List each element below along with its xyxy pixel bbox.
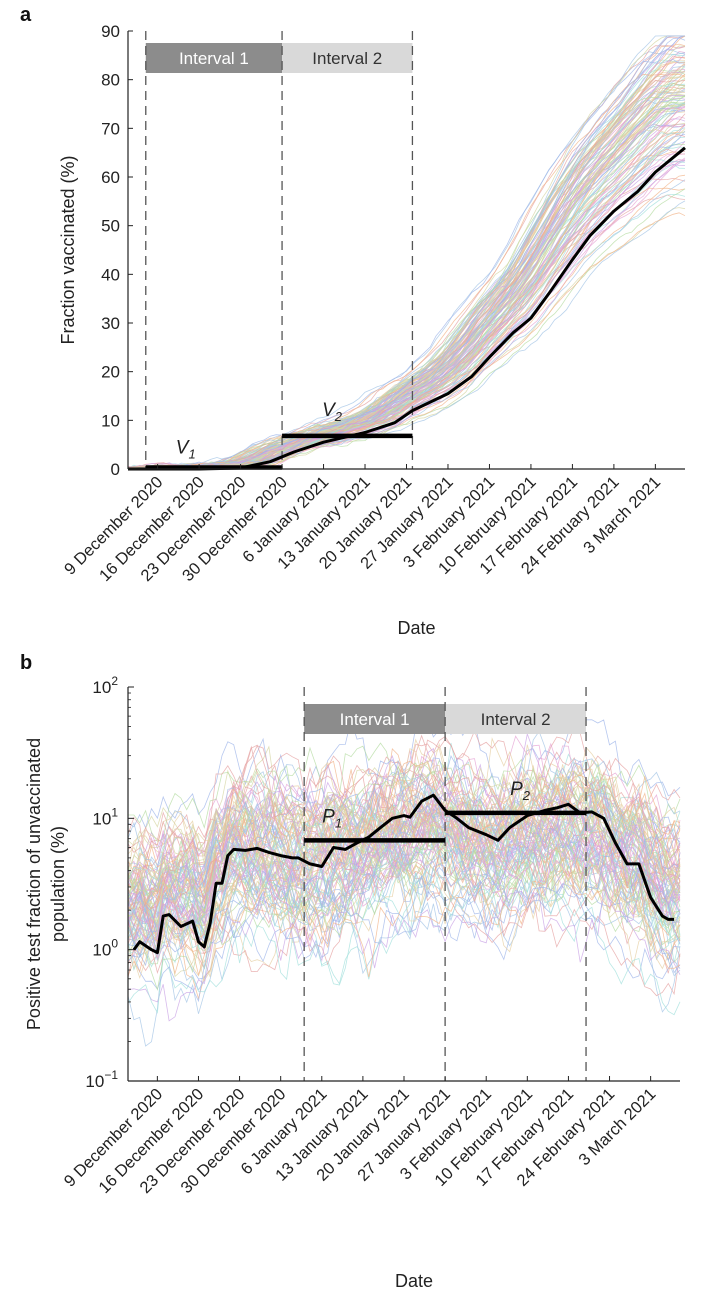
y-tick-label: 10: [101, 411, 120, 430]
background-series-line: [127, 730, 681, 904]
y-tick-label: 0: [111, 460, 120, 479]
interval-mean-label: V1: [176, 438, 196, 462]
y-tick-label: 80: [101, 71, 120, 90]
interval-band: [304, 704, 446, 734]
interval-label: Interval 2: [312, 49, 382, 68]
background-series-line: [127, 146, 686, 469]
interval-band: [145, 43, 283, 73]
highlight-series-line: [128, 146, 686, 471]
background-series-line: [127, 824, 681, 936]
panel-b-letter: b: [20, 652, 33, 674]
background-series-line: [128, 200, 686, 469]
chart-a-svg: Interval 1 Interval 2 V1 V2 0 10 20 30 40 50 60 70 8…: [58, 22, 686, 638]
x-axis-label: Date: [395, 1271, 433, 1291]
interval-mean-label: V2: [322, 400, 343, 424]
background-series-line: [128, 148, 686, 469]
panel-b: b Interval 1 Interval 2 P1 P2 10−1 100 101 102 9…: [0, 650, 706, 1298]
background-series-line: [127, 839, 681, 991]
interval-label: Interval 1: [179, 49, 249, 68]
interval-band: [445, 704, 587, 734]
y-tick-label: 60: [101, 168, 120, 187]
background-series-line: [127, 780, 681, 919]
background-series-line: [127, 793, 681, 960]
background-series-line: [127, 760, 681, 873]
interval-mean-label: P1: [322, 806, 342, 830]
background-series-line: [127, 212, 686, 469]
background-series-line: [127, 869, 681, 1003]
y-tick-label: 40: [101, 265, 120, 284]
y-tick-label: 30: [101, 314, 120, 333]
background-series-line: [127, 798, 681, 959]
panel-a-letter: a: [20, 4, 32, 26]
background-series-line: [127, 829, 681, 971]
interval-label: Interval 2: [481, 710, 551, 729]
background-series-line: [127, 782, 681, 911]
y-tick-label: 101: [92, 805, 118, 828]
y-tick-label: 10−1: [85, 1068, 118, 1091]
background-series-line: [127, 792, 681, 923]
interval-mean-label: P2: [510, 779, 531, 803]
background-series-line: [128, 73, 686, 469]
background-series-line: [128, 157, 686, 469]
background-series-line: [128, 127, 686, 469]
y-tick-label: 100: [92, 937, 118, 960]
y-tick-label: 90: [101, 22, 120, 41]
y-tick-label: 70: [101, 119, 120, 138]
y-axis-label: Positive test fraction of unvaccinated: [24, 738, 44, 1030]
background-series-line: [128, 130, 686, 469]
panel-a: a Interval 1 Interval 2 V1 V2 0 10 20 30 40 50 60 7…: [20, 4, 686, 638]
background-series-line: [127, 798, 681, 933]
x-axis-label: Date: [397, 618, 435, 638]
background-series-line: [128, 99, 686, 469]
y-tick-label: 102: [92, 674, 118, 697]
background-series-line: [128, 73, 686, 469]
background-series-line: [127, 850, 681, 982]
y-tick-label: 50: [101, 217, 120, 236]
background-series-line: [127, 779, 681, 941]
y-axis-label: Fraction vaccinated (%): [58, 155, 78, 344]
background-series-line: [128, 179, 686, 469]
background-series-line: [128, 131, 686, 469]
background-series-line: [128, 124, 686, 469]
background-series-line: [127, 807, 681, 951]
background-series-line: [127, 801, 681, 962]
background-series-line: [127, 776, 681, 892]
background-series-line: [127, 816, 681, 965]
background-series-line: [127, 767, 681, 881]
background-series-line: [127, 886, 681, 1022]
background-series-line: [127, 744, 681, 903]
y-tick-label: 20: [101, 363, 120, 382]
background-series-line: [127, 837, 681, 959]
background-series-line: [127, 847, 681, 978]
background-series-line: [127, 865, 681, 1047]
interval-band: [282, 43, 413, 73]
background-series-line: [127, 718, 681, 829]
interval-label: Interval 1: [340, 710, 410, 729]
y-axis-label: population (%): [48, 826, 68, 942]
